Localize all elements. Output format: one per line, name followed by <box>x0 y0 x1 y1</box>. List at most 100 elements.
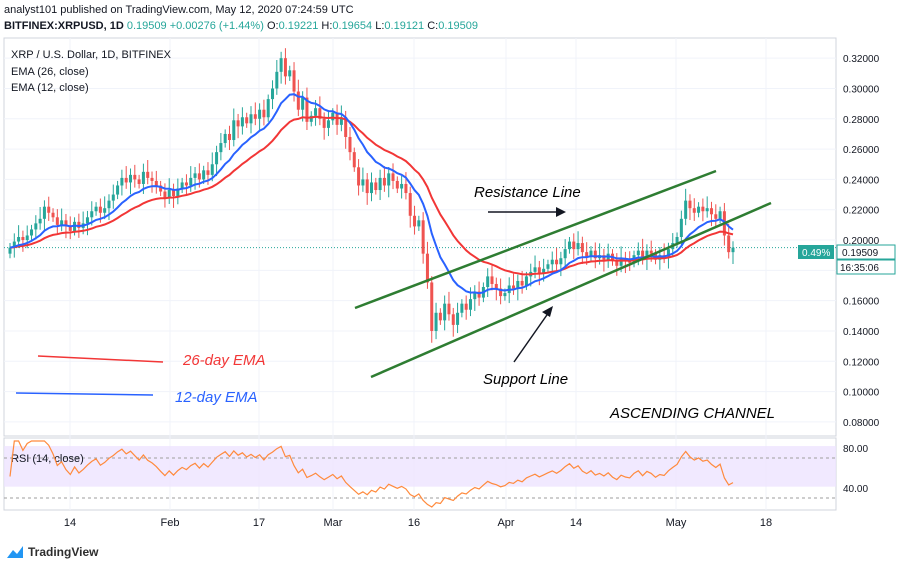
candle-body <box>326 120 330 128</box>
candle-body <box>705 208 709 212</box>
candle-body <box>533 267 537 272</box>
candle-body <box>585 252 589 257</box>
x-tick-label: 16 <box>408 517 420 529</box>
candle-body <box>692 208 696 213</box>
candle-body <box>512 285 516 289</box>
candle-body <box>275 71 279 89</box>
candle-body <box>146 171 150 178</box>
candle-body <box>490 276 494 284</box>
candle-body <box>266 99 270 118</box>
candle-body <box>55 217 59 225</box>
y-tick-label: 0.26000 <box>843 145 880 156</box>
open-label: O: <box>266 20 279 32</box>
ema26-line <box>9 115 734 276</box>
candle-body <box>443 303 447 321</box>
candle-body <box>163 191 167 198</box>
x-tick-label: 14 <box>64 517 76 529</box>
candle-body <box>688 200 692 209</box>
candle-body <box>344 117 348 137</box>
candle-body <box>292 70 296 92</box>
candle-body <box>258 109 262 119</box>
candle-body <box>184 182 188 186</box>
candle-body <box>460 303 464 313</box>
candle-body <box>249 114 253 124</box>
candle-body <box>47 206 51 213</box>
candle-body <box>253 114 257 119</box>
candle-body <box>21 237 25 241</box>
candle-body <box>731 247 735 253</box>
candle-body <box>60 220 64 225</box>
time-axis: 14 Feb 17 Mar 16 Apr 14 May 18 <box>64 517 772 529</box>
candle-body <box>628 261 632 263</box>
y-tick-label: 0.22000 <box>843 206 880 217</box>
candle-body <box>133 174 137 180</box>
y-tick-label: 0.30000 <box>843 84 880 95</box>
candle-body <box>494 283 498 289</box>
candle-body <box>572 241 576 250</box>
x-tick-label: Mar <box>324 517 343 529</box>
candle-body <box>520 280 524 286</box>
candle-body <box>421 220 425 254</box>
resistance-label: Resistance Line <box>474 184 581 201</box>
candle-body <box>555 259 559 265</box>
candle-body <box>30 229 34 236</box>
candle-body <box>236 120 240 127</box>
tradingview-footer[interactable]: TradingView <box>6 545 98 559</box>
candle-body <box>666 249 670 257</box>
candle-body <box>434 312 438 331</box>
candle-body <box>701 206 705 212</box>
candle-body <box>697 206 701 213</box>
publish-text: analyst101 published on TradingView.com,… <box>4 4 354 16</box>
candle-body <box>154 180 158 186</box>
candle-body <box>206 170 210 175</box>
y-tick-label: 0.16000 <box>843 297 880 308</box>
candle-body <box>468 299 472 310</box>
candle-body <box>223 133 227 144</box>
price-axis: 0.32000 0.30000 0.28000 0.26000 0.24000 0.220… <box>843 54 880 429</box>
candle-body <box>202 170 206 180</box>
candle-body <box>322 118 326 128</box>
support-line <box>370 201 772 379</box>
brand-text: TradingView <box>28 545 99 559</box>
candle-body <box>120 177 124 186</box>
candle-body <box>172 190 176 197</box>
support-label: Support Line <box>483 371 568 388</box>
candle-body <box>589 250 593 257</box>
candle-body <box>141 171 145 184</box>
candle-body <box>176 188 180 197</box>
y-tick-label: 0.10000 <box>843 388 880 399</box>
candle-body <box>645 250 649 259</box>
candle-body <box>576 243 580 250</box>
last-price: 0.19509 <box>126 20 167 32</box>
candle-body <box>714 214 718 219</box>
grid <box>4 38 836 510</box>
price-tag <box>836 244 896 260</box>
resistance-arrowhead <box>556 207 566 217</box>
candle-body <box>283 58 287 77</box>
y-tick-label: 0.20000 <box>843 236 880 247</box>
candle-body <box>17 237 21 242</box>
candle-body <box>85 217 89 224</box>
pct-tag <box>798 245 834 259</box>
symbol-text: BITFINEX:XRPUSD, 1D <box>4 20 124 32</box>
candle-body <box>12 241 16 248</box>
x-tick-label: 14 <box>570 517 582 529</box>
y-tick-label: 0.12000 <box>843 357 880 368</box>
candle-body <box>404 183 408 194</box>
x-tick-label: May <box>666 517 687 529</box>
candle-body <box>77 221 81 228</box>
ema12-key-label: 12-day EMA <box>175 389 258 406</box>
candle-body <box>314 108 318 116</box>
close-label: C: <box>427 20 439 32</box>
candle-body <box>279 58 283 72</box>
candle-body <box>361 179 365 186</box>
candle-body <box>331 112 335 121</box>
rsi-line <box>9 440 734 508</box>
candle-body <box>189 177 193 186</box>
candle-body <box>116 185 120 195</box>
candle-body <box>546 264 550 269</box>
y-tick-label: 0.32000 <box>843 54 880 65</box>
price-change: +0.00276 (+1.44%) <box>169 20 264 32</box>
candle-body <box>563 249 567 259</box>
